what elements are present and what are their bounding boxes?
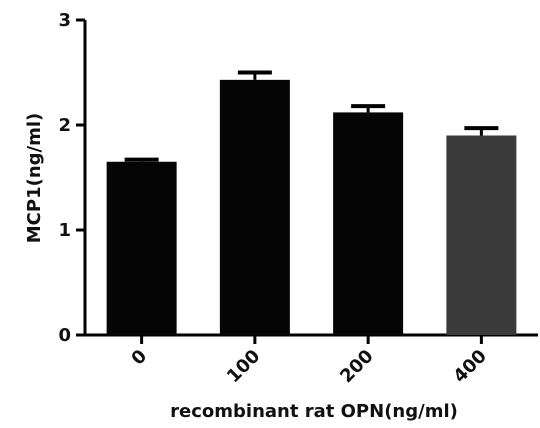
x-ticks: 0 100 200 400 (127, 335, 491, 387)
y-tick-label: 2 (58, 115, 71, 136)
y-ticks: 0 1 2 3 (58, 10, 85, 346)
x-tick-label: 200 (336, 346, 377, 387)
bar (106, 161, 177, 335)
y-tick-label: 1 (58, 220, 71, 241)
x-tick-label: 400 (449, 346, 490, 387)
bar (219, 79, 290, 335)
bars (106, 70, 517, 336)
x-tick-label: 100 (223, 346, 264, 387)
x-axis-label: recombinant rat OPN(ng/ml) (170, 401, 458, 422)
bar (333, 112, 404, 336)
x-tick-label: 0 (127, 346, 151, 370)
y-tick-label: 0 (58, 325, 71, 346)
y-tick-label: 3 (58, 10, 71, 31)
y-axis-label: MCP1(ng/ml) (24, 113, 45, 244)
bar (446, 135, 517, 335)
